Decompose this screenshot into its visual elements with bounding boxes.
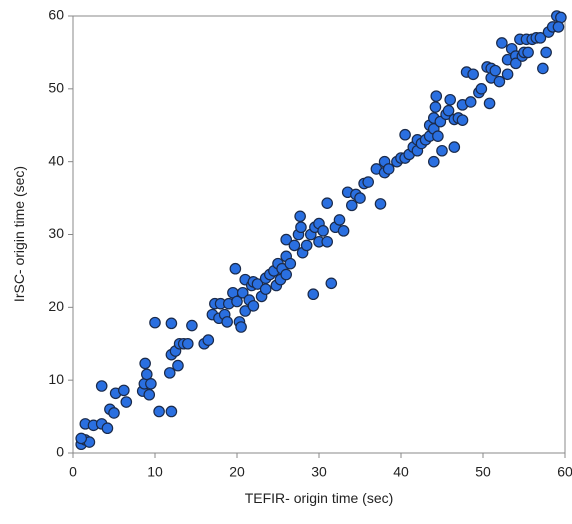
data-point [374, 198, 387, 210]
data-point [430, 90, 443, 102]
data-point [108, 407, 120, 419]
data-point [182, 337, 194, 350]
data-point [429, 101, 442, 113]
x-axis-label: TEFIR- origin time (sec) [245, 490, 394, 506]
data-point [229, 262, 242, 275]
data-point [540, 46, 552, 59]
data-point [555, 11, 567, 24]
y-tick-label: 40 [48, 152, 64, 168]
y-tick-label: 60 [48, 7, 64, 23]
data-point [552, 21, 565, 33]
y-axis-label: IrSC- origin time (sec) [11, 166, 27, 302]
x-tick-label: 20 [229, 464, 245, 480]
data-point [294, 210, 306, 223]
data-point [139, 357, 151, 370]
data-point [153, 405, 165, 418]
x-tick-label: 50 [475, 464, 491, 480]
data-point [145, 378, 157, 390]
data-point [186, 319, 198, 332]
data-point [456, 114, 469, 126]
data-point [149, 316, 161, 329]
y-tick-label: 20 [48, 298, 64, 314]
data-point [321, 197, 333, 209]
data-point [141, 368, 153, 381]
data-point [509, 57, 522, 70]
data-point [362, 176, 374, 188]
data-point [288, 239, 301, 252]
data-point [202, 334, 215, 346]
data-point [354, 192, 366, 204]
data-point [239, 305, 251, 317]
data-point [325, 277, 338, 290]
data-point [496, 37, 508, 49]
data-point [236, 286, 249, 299]
data-point [307, 288, 320, 301]
data-point [143, 388, 156, 401]
data-point [436, 144, 448, 157]
data-point [247, 300, 260, 312]
data-point [467, 68, 479, 81]
data-point [295, 221, 307, 234]
data-point [317, 225, 329, 237]
data-point [221, 316, 233, 328]
data-point [382, 163, 395, 175]
data-point [284, 257, 297, 270]
data-point [165, 405, 178, 418]
x-tick-label: 40 [393, 464, 409, 480]
data-point [101, 422, 114, 435]
y-tick-label: 30 [48, 225, 64, 241]
data-point [165, 317, 178, 330]
data-point [534, 32, 547, 44]
x-tick-label: 30 [311, 464, 327, 480]
data-point [321, 235, 333, 248]
data-point [259, 283, 272, 295]
data-point [75, 432, 87, 445]
data-point [251, 278, 264, 290]
data-point [120, 396, 133, 408]
data-point [118, 384, 130, 397]
data-point [163, 367, 176, 379]
data-point [300, 239, 313, 252]
y-tick-label: 50 [48, 80, 64, 96]
data-point [444, 93, 456, 106]
data-point [489, 64, 502, 77]
data-point [501, 68, 514, 81]
data-point [427, 155, 440, 168]
data-point [464, 96, 477, 108]
data-point [95, 380, 108, 392]
data-point [231, 295, 243, 308]
data-point [522, 46, 534, 59]
data-point [280, 233, 292, 246]
y-tick-label: 0 [56, 444, 64, 460]
x-tick-label: 10 [147, 464, 163, 480]
data-point [483, 97, 496, 110]
data-point [280, 268, 292, 281]
x-tick-label: 60 [557, 464, 572, 480]
data-point [442, 104, 455, 117]
x-tick-label: 0 [69, 464, 77, 480]
data-point [493, 75, 506, 88]
data-point [172, 359, 184, 372]
data-point [333, 214, 346, 226]
data-point [448, 141, 461, 153]
data-point [475, 83, 488, 95]
data-point [399, 128, 411, 141]
y-tick-label: 10 [48, 371, 64, 387]
data-point [345, 199, 358, 212]
data-point [432, 130, 444, 142]
data-point [537, 62, 549, 75]
data-point [337, 225, 350, 237]
data-point [235, 321, 247, 333]
